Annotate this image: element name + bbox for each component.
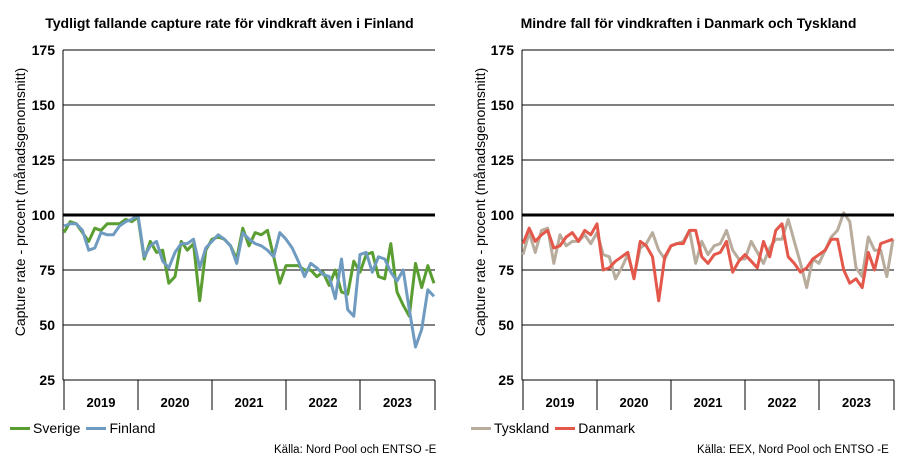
x-tick-label: 2023 [383,395,412,410]
y-tick-label: 50 [498,317,514,333]
y-tick-label: 125 [32,152,56,168]
chart-title: Mindre fall för vindkraften i Danmark oc… [520,15,857,31]
chart-panel-denmark-germany: Mindre fall för vindkraften i Danmark oc… [459,0,918,471]
legend-label-finland: Finland [109,420,156,436]
legend-item-danmark: Danmark [555,420,635,436]
source-note: Källa: Nord Pool och ENTSO -E [274,444,437,456]
x-tick-label: 2019 [546,395,575,410]
line-chart-finland: 25 50 75 100 125 150 175 2019 2020 2021 2022 2023 [32,42,436,410]
legend-swatch-finland [86,426,107,430]
legend-item-tyskland: Tyskland [471,420,549,436]
x-tick-label: 2022 [768,395,797,410]
y-tick-label: 125 [491,152,515,168]
legend-swatch-danmark [555,426,576,430]
series-line-sverige [62,215,436,318]
x-tick-label: 2020 [161,395,190,410]
y-tick-label: 100 [491,207,515,223]
series-line-finland [63,213,436,349]
y-tick-label: 50 [39,317,55,333]
chart-title: Tydligt fallande capture rate för vindkr… [45,15,414,31]
y-tick-label: 150 [32,97,56,113]
x-tick-label: 2023 [842,395,871,410]
x-tick-label: 2020 [620,395,649,410]
y-tick-label: 25 [498,372,514,388]
y-tick-label: 75 [39,262,55,278]
x-tick-label: 2022 [309,395,338,410]
source-note: Källa: EEX, Nord Pool och ENTSO -E [697,444,889,456]
legend-label-tyskland: Tyskland [494,420,550,436]
legend-item-sverige: Sverige [10,420,80,436]
legend-swatch-tyskland [471,426,491,430]
y-tick-label: 175 [491,42,515,58]
legend: Sverige Finland [10,420,161,436]
chart-panel-finland: Tydligt fallande capture rate för vindkr… [10,15,437,456]
series-line-tyskland [521,211,895,290]
y-tick-label: 25 [39,372,55,388]
y-tick-label: 75 [498,262,514,278]
legend-swatch-sverige [10,426,30,430]
y-tick-label: 150 [491,97,515,113]
legend-label-sverige: Sverige [33,420,81,436]
x-tick-label: 2019 [87,395,116,410]
legend-label-danmark: Danmark [578,420,636,436]
legend-item-finland: Finland [86,420,155,436]
x-tick-label: 2021 [235,395,264,410]
y-tick-label: 100 [32,207,56,223]
legend: Tyskland Danmark [471,420,641,436]
line-chart-denmark-germany: 25 50 75 100 125 150 175 2019 2020 2021 2022 2023 [491,42,895,410]
series-line-danmark [521,222,894,303]
y-tick-label: 175 [32,42,56,58]
x-tick-label: 2021 [694,395,723,410]
